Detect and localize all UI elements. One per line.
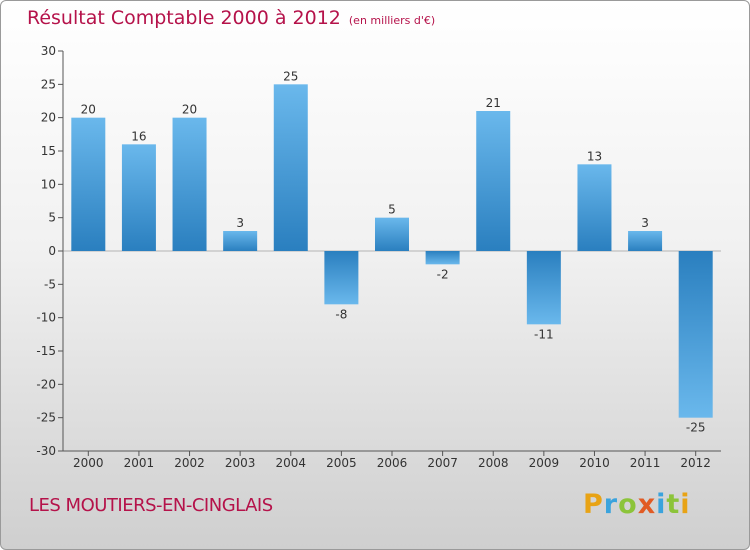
- y-tick-label: -5: [44, 277, 56, 291]
- bar-2007: [425, 251, 460, 265]
- data-label-2001: 16: [131, 129, 146, 143]
- x-tick-label: 2003: [225, 456, 256, 470]
- logo-letter: i: [656, 489, 667, 520]
- chart-data-labels: 20 16 20 3 25 -8 5 -2 21 -11 13 3 -25: [81, 69, 706, 434]
- x-tick-label: 2008: [478, 456, 509, 470]
- logo-letter: t: [666, 489, 681, 520]
- y-tick-label: -25: [36, 411, 56, 425]
- x-tick-label: 2000: [73, 456, 104, 470]
- y-tick-label: 20: [41, 111, 56, 125]
- bar-2009: [526, 251, 561, 325]
- y-tick-label: -20: [36, 377, 56, 391]
- proxiti-logo: Proxiti: [583, 489, 691, 520]
- bar-2004: [273, 84, 308, 251]
- y-tick-label: -30: [36, 444, 56, 458]
- data-label-2003: 3: [236, 216, 244, 230]
- bar-2000: [71, 117, 106, 252]
- bar-2010: [577, 164, 612, 251]
- chart-bars: [71, 84, 713, 418]
- logo-letter: x: [637, 489, 657, 520]
- y-tick-label: 15: [41, 144, 56, 158]
- data-label-2000: 20: [81, 103, 96, 117]
- x-tick-label: 2006: [377, 456, 408, 470]
- bar-2008: [476, 111, 511, 251]
- bar-2005: [324, 251, 359, 305]
- chart-subtitle: (en milliers d'€): [348, 14, 436, 27]
- logo-letter: r: [603, 489, 619, 520]
- data-label-2002: 20: [182, 103, 197, 117]
- data-label-2004: 25: [283, 69, 298, 83]
- y-tick-label: -10: [36, 311, 56, 325]
- x-tick-label: 2012: [680, 456, 711, 470]
- bar-2006: [375, 217, 409, 251]
- y-tick-label: 5: [48, 211, 56, 225]
- x-tick-label: 2005: [326, 456, 357, 470]
- x-tick-label: 2004: [275, 456, 306, 470]
- y-tick-label: -15: [36, 344, 56, 358]
- y-tick-label: 25: [41, 77, 56, 91]
- x-tick-label: 2010: [579, 456, 610, 470]
- bar-2002: [172, 117, 207, 252]
- y-tick-label: 0: [48, 244, 56, 258]
- data-label-2007: -2: [437, 267, 449, 281]
- logo-letter: o: [618, 489, 638, 520]
- x-tick-label: 2011: [630, 456, 661, 470]
- commune-name: LES MOUTIERS-EN-CINGLAIS: [29, 495, 273, 516]
- chart-title-line: Résultat Comptable 2000 à 2012 (en millie…: [27, 7, 435, 29]
- bar-2003: [223, 231, 258, 251]
- data-label-2012: -25: [686, 421, 706, 435]
- y-tick-label: 10: [41, 177, 56, 191]
- bar-2012: [678, 251, 713, 418]
- logo-letter: P: [583, 489, 604, 520]
- x-tick-label: 2001: [124, 456, 155, 470]
- bar-2001: [121, 144, 156, 251]
- data-label-2010: 13: [587, 149, 602, 163]
- logo-letter: i: [680, 489, 691, 520]
- chart-title: Résultat Comptable 2000 à 2012: [27, 7, 341, 29]
- data-label-2009: -11: [534, 327, 554, 341]
- x-tick-label: 2002: [174, 456, 205, 470]
- data-label-2005: -8: [335, 307, 347, 321]
- data-label-2006: 5: [388, 203, 396, 217]
- data-label-2011: 3: [641, 216, 649, 230]
- x-tick-label: 2007: [427, 456, 458, 470]
- bar-2011: [628, 231, 663, 251]
- x-tick-label: 2009: [529, 456, 560, 470]
- data-label-2008: 21: [486, 96, 501, 110]
- y-tick-label: 30: [41, 44, 56, 58]
